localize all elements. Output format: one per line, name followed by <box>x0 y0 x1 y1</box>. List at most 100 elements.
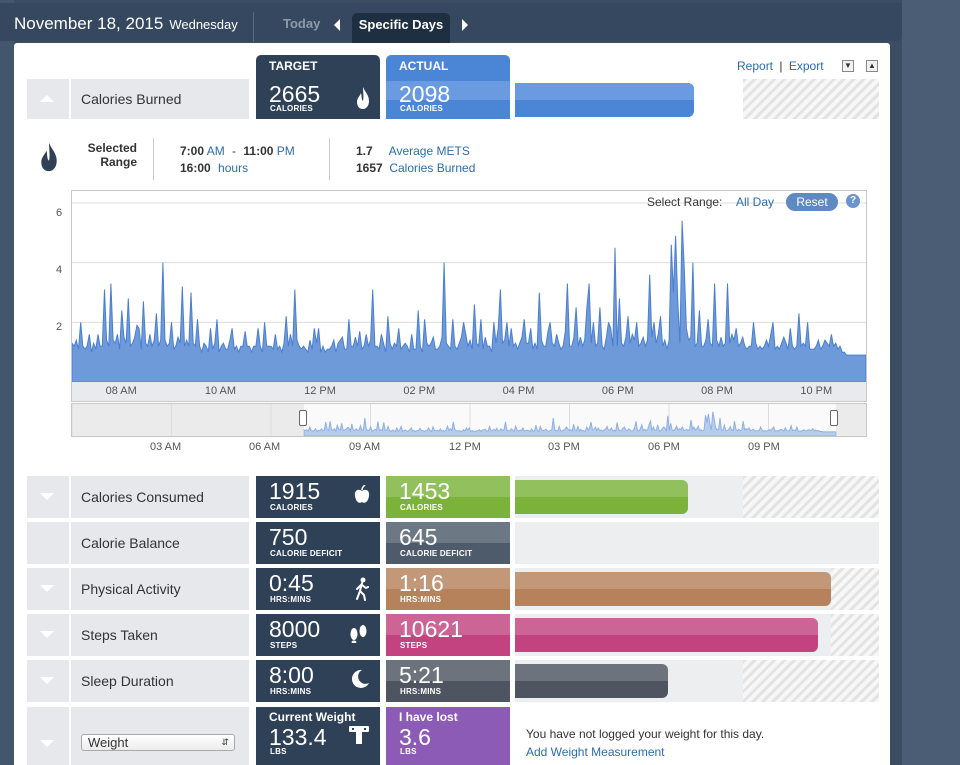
reset-button[interactable]: Reset <box>786 193 838 211</box>
range-navigator[interactable] <box>71 403 867 437</box>
calories-burned-actual-card: ACTUAL 2098 CALORIES <box>386 55 510 119</box>
export-link[interactable]: Export <box>788 59 824 73</box>
calories-burned-bar-zone <box>515 79 879 119</box>
weight-select[interactable]: Weight ⇵ <box>81 734 235 751</box>
weight-message: You have not logged your weight for this… <box>526 727 765 741</box>
next-day-arrow-icon[interactable] <box>462 19 468 31</box>
weight-target-card: Current Weight 133.4 LBS <box>256 707 380 765</box>
collapse-all-button[interactable]: ▼ <box>842 60 854 72</box>
select-arrows-icon: ⇵ <box>221 737 229 747</box>
mets-chart[interactable]: Select Range: All Day Reset ? 08 AM 10 AM… <box>71 190 867 402</box>
flame-icon <box>356 87 370 115</box>
card-highlight <box>386 522 510 543</box>
row-toggle[interactable] <box>27 660 69 702</box>
expand-all-button[interactable]: ▲ <box>866 60 878 72</box>
title-line1: Selected <box>87 141 137 155</box>
nav-tick-label: 12 PM <box>449 441 481 453</box>
x-tick-label: 02 PM <box>403 385 436 397</box>
background-left <box>0 0 14 765</box>
target-value: 2665 <box>269 81 321 107</box>
nav-tick-label: 09 PM <box>748 441 780 453</box>
range-calories: 1657 Calories Burned <box>356 161 475 175</box>
navigator-left-handle[interactable] <box>299 410 307 426</box>
moon-icon <box>350 669 370 695</box>
chevron-down-icon <box>40 631 54 638</box>
y-tick-6: 6 <box>56 207 63 219</box>
row-actual-value: 645 <box>399 524 438 550</box>
x-tick-label: 04 PM <box>502 385 535 397</box>
row-progress-bar <box>515 572 831 606</box>
range-divider-2 <box>329 138 330 180</box>
target-hatch <box>743 660 879 702</box>
nav-tick-label: 06 PM <box>648 441 680 453</box>
weight-target-unit: LBS <box>270 747 287 756</box>
prev-day-arrow-icon[interactable] <box>334 19 340 31</box>
scale-icon <box>348 725 370 751</box>
navigator-mask-right <box>836 404 866 436</box>
row-target-value: 1915 <box>269 478 321 504</box>
actual-unit: CALORIES <box>400 104 443 113</box>
duration-value: 16:00 <box>180 161 211 175</box>
row-label: Calories Consumed <box>71 476 249 518</box>
chevron-down-icon <box>40 677 54 684</box>
row-actual-card: 10621 STEPS <box>386 614 510 656</box>
header-divider <box>253 12 254 42</box>
footprints-icon <box>348 623 370 649</box>
row-toggle[interactable] <box>27 614 69 656</box>
weight-toggle[interactable] <box>27 707 69 765</box>
weight-target-value: 133.4 <box>269 724 327 750</box>
range-cal-value: 1657 <box>356 161 383 175</box>
specific-days-tab[interactable]: Specific Days <box>352 13 450 49</box>
row-progress-bar <box>515 618 819 652</box>
row-bar-zone <box>515 568 879 610</box>
row-toggle[interactable] <box>27 568 69 610</box>
row-toggle[interactable] <box>27 522 69 564</box>
end-time: 11:00 <box>243 144 274 158</box>
card-highlight <box>386 660 510 681</box>
row-label: Calorie Balance <box>71 522 249 564</box>
row-target-card: 750 CALORIE DEFICIT <box>256 522 380 564</box>
row-toggle[interactable] <box>27 476 69 518</box>
add-weight-link[interactable]: Add Weight Measurement <box>526 745 665 759</box>
duration: 16:00 hours <box>180 161 248 175</box>
chevron-down-icon <box>40 493 54 500</box>
card-highlight <box>386 614 510 635</box>
row-target-value: 8000 <box>269 616 321 642</box>
row-actual-value: 1:16 <box>399 570 444 596</box>
chevron-up-icon <box>40 95 54 102</box>
row-bar-zone <box>515 614 879 656</box>
range-dash: - <box>232 144 237 158</box>
navigator-mask-left <box>72 404 304 436</box>
weekday-text: Wednesday <box>169 17 238 32</box>
row-target-card: 8:00 HRS:MINS <box>256 660 380 702</box>
y-tick-2: 2 <box>56 321 63 333</box>
calories-burned-progress-bar <box>515 83 695 117</box>
row-target-card: 8000 STEPS <box>256 614 380 656</box>
help-icon[interactable]: ? <box>846 194 860 208</box>
mets-value: 1.7 <box>356 144 373 158</box>
mets-series-area <box>72 220 866 383</box>
row-actual-card: 645 CALORIE DEFICIT <box>386 522 510 564</box>
range-divider-1 <box>153 138 154 180</box>
mets-label: Average METS <box>388 144 470 158</box>
row-bar-zone <box>515 476 879 518</box>
nav-series-area <box>303 411 837 436</box>
bar-highlight <box>515 664 668 681</box>
today-link[interactable]: Today <box>283 16 321 31</box>
navigator-right-handle[interactable] <box>830 410 838 426</box>
row-target-unit: HRS:MINS <box>270 687 312 696</box>
apple-icon <box>354 484 370 511</box>
row-label: Steps Taken <box>71 614 249 656</box>
calories-burned-toggle[interactable] <box>27 79 69 119</box>
x-tick-label: 08 PM <box>701 385 733 397</box>
background-right <box>902 0 960 765</box>
report-link[interactable]: Report <box>737 59 774 73</box>
all-day-link[interactable]: All Day <box>736 195 775 209</box>
row-actual-card: 1453 CALORIES <box>386 476 510 518</box>
row-actual-value: 1453 <box>399 478 451 504</box>
row-actual-unit: HRS:MINS <box>400 595 442 604</box>
target-header: TARGET <box>269 59 318 73</box>
end-ampm: PM <box>276 144 295 158</box>
x-axis-band <box>72 382 866 401</box>
target-hatch <box>743 79 879 119</box>
